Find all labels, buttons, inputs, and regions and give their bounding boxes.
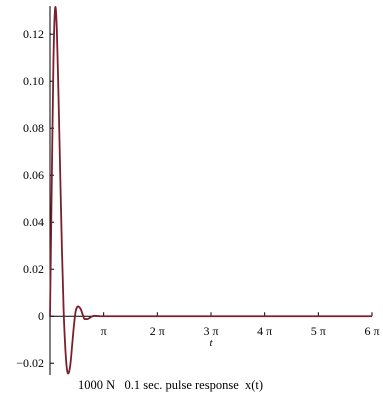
series-group (49, 6, 372, 375)
series-line-0 (49, 6, 372, 375)
y-tick-label: 0.08 (23, 121, 44, 135)
x-tick-label: 4 π (257, 324, 272, 338)
y-tick-label: 0.10 (23, 74, 44, 88)
y-tick-label: 0.04 (23, 215, 44, 229)
x-tick-label: 5 π (311, 324, 326, 338)
y-tick-label: 0.06 (23, 168, 44, 182)
ticks: −0.02 0 0.02 0.04 0.06 0.08 0.10 0.12 π 2 π 3 π 4 π… (16, 27, 379, 370)
chart-caption: 1000 N 0.1 sec. pulse response x(t) (78, 378, 263, 392)
y-tick-label: 0.02 (23, 262, 44, 276)
x-tick-label: π (101, 324, 107, 338)
y-tick-label: 0.12 (23, 27, 44, 41)
axes (49, 6, 372, 375)
x-axis-label: t (209, 337, 213, 349)
x-tick-label: 3 π (203, 324, 218, 338)
x-tick-label: 6 π (364, 324, 379, 338)
y-tick-label: −0.02 (16, 356, 44, 370)
y-tick-label: 0 (38, 309, 44, 323)
x-tick-label: 2 π (150, 324, 165, 338)
